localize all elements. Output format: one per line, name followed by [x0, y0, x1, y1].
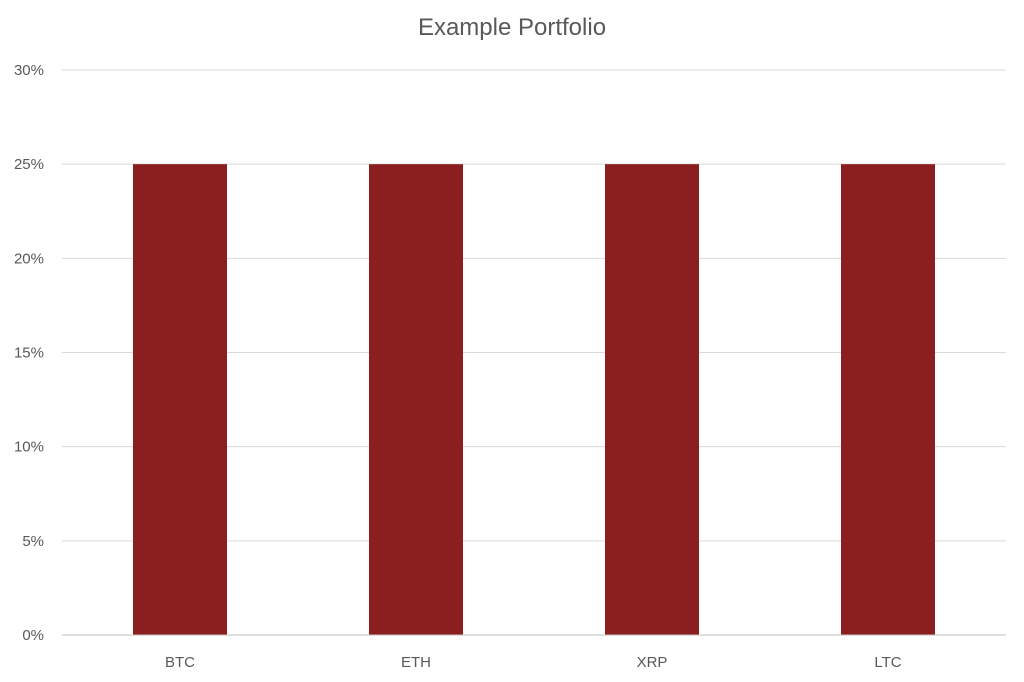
bar-eth — [369, 164, 463, 635]
chart-title: Example Portfolio — [417, 14, 607, 41]
bar-btc — [133, 164, 227, 635]
x-tick-label: ETH — [401, 654, 431, 671]
bar-ltc — [841, 164, 935, 635]
y-tick-label: 25% — [14, 156, 44, 173]
y-tick-label: 5% — [22, 533, 44, 550]
x-tick-label: XRP — [637, 654, 668, 671]
bar-xrp — [605, 164, 699, 635]
x-tick-label: BTC — [165, 654, 195, 671]
y-tick-label: 20% — [14, 250, 44, 267]
y-tick-label: 15% — [14, 345, 44, 362]
y-tick-label: 30% — [14, 62, 44, 79]
x-tick-label: LTC — [874, 654, 901, 671]
y-tick-label: 10% — [14, 439, 44, 456]
y-tick-label: 0% — [22, 627, 44, 644]
